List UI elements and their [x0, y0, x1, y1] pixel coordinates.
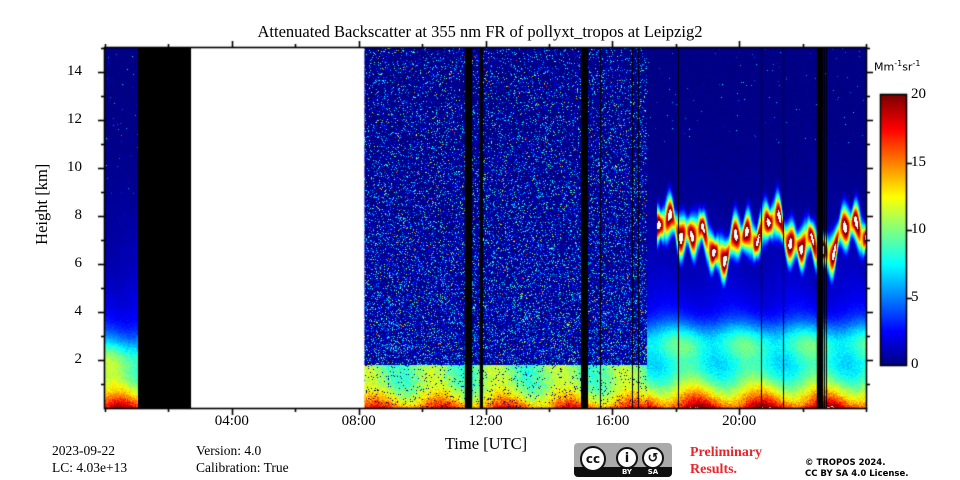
- colorbar-tick-label: 10: [911, 221, 926, 237]
- y-tick-label: 10: [67, 159, 82, 175]
- colorbar-tick-label: 0: [911, 356, 919, 372]
- copyright-line-2: CC BY SA 4.0 License.: [805, 469, 909, 479]
- preliminary-line-2: Results.: [690, 462, 738, 477]
- copyright-note: © TROPOS 2024. CC BY SA 4.0 License.: [805, 458, 908, 480]
- y-tick-label: 8: [74, 207, 83, 223]
- preliminary-results-note: Preliminary Results.: [690, 444, 762, 478]
- preliminary-line-1: Preliminary: [690, 445, 763, 460]
- y-tick-label: 14: [67, 63, 82, 79]
- y-tick-label: 6: [74, 255, 83, 271]
- footer-date: 2023-09-22: [52, 443, 115, 458]
- x-tick-label: 20:00: [722, 413, 757, 429]
- creative-commons-icon: cc: [580, 446, 606, 472]
- footer-calibration: Calibration: True: [196, 460, 289, 475]
- colorbar-tick-label: 20: [911, 86, 926, 102]
- share-alike-caption: SA: [647, 468, 659, 476]
- copyright-line-1: © TROPOS 2024.: [805, 458, 886, 468]
- colorbar-tick-label: 5: [911, 288, 919, 305]
- x-tick-label: 12:00: [468, 413, 503, 429]
- colorbar-tick-label: 15: [911, 153, 926, 170]
- y-tick-label: 12: [67, 111, 82, 127]
- y-tick-label: 2: [74, 351, 83, 367]
- footer-version: Version: 4.0: [196, 443, 262, 458]
- page-title: Attenuated Backscatter at 355 nm FR of p…: [257, 22, 703, 41]
- colorbar-unit-label: Mm-1sr-1: [874, 59, 921, 74]
- x-tick-label: 16:00: [595, 413, 630, 429]
- share-alike-icon: ↺: [642, 447, 664, 469]
- cc-by-sa-license-badge[interactable]: cc i ↺ BY SA: [574, 443, 672, 477]
- footer-lidar-constant: LC: 4.03e+13: [52, 460, 128, 475]
- y-tick-label: 4: [74, 303, 83, 319]
- attribution-caption: BY: [621, 468, 633, 476]
- x-axis-label: Time [UTC]: [444, 434, 528, 453]
- x-tick-label: 04:00: [214, 413, 249, 429]
- badge-strip: [574, 467, 672, 477]
- x-tick-label: 08:00: [341, 413, 376, 429]
- attribution-icon: i: [616, 447, 638, 469]
